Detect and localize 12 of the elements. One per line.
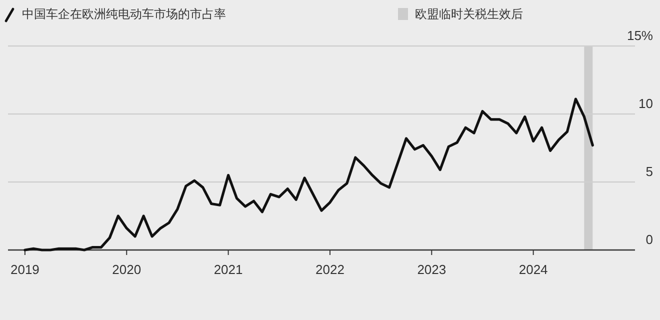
y-tick-label: 10 [638,96,653,111]
x-tick-label: 2021 [214,262,243,277]
y-tick-label: 5 [646,164,653,179]
y-tick-label: 0 [646,232,653,247]
x-tick-label: 2023 [417,262,446,277]
legend-label: 欧盟临时关税生效后 [415,7,523,21]
legend-label: 中国车企在欧洲纯电动车市场的市占率 [22,7,226,21]
x-tick-label: 2020 [112,262,142,277]
x-tick-label: 2024 [518,262,548,277]
x-tick-label: 2019 [10,262,40,277]
y-tick-label: 15% [626,28,654,43]
x-tick-label: 2022 [316,262,344,277]
